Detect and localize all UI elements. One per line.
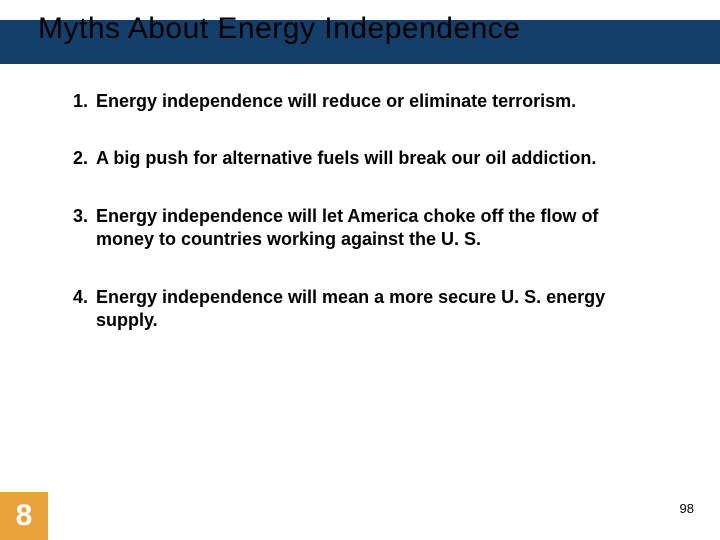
list-item: 1. Energy independence will reduce or el… — [68, 90, 658, 113]
list-item: 4. Energy independence will mean a more … — [68, 286, 658, 333]
chapter-badge: 8 — [0, 492, 48, 540]
item-number: 2. — [68, 147, 96, 170]
item-text: Energy independence will let America cho… — [96, 205, 658, 252]
item-number: 4. — [68, 286, 96, 333]
content-list: 1. Energy independence will reduce or el… — [68, 90, 658, 366]
item-number: 1. — [68, 90, 96, 113]
item-text: A big push for alternative fuels will br… — [96, 147, 658, 170]
list-item: 3. Energy independence will let America … — [68, 205, 658, 252]
page-number: 98 — [680, 501, 694, 516]
item-text: Energy independence will mean a more sec… — [96, 286, 658, 333]
item-text: Energy independence will reduce or elimi… — [96, 90, 658, 113]
item-number: 3. — [68, 205, 96, 252]
list-item: 2. A big push for alternative fuels will… — [68, 147, 658, 170]
slide-title: Myths About Energy Independence — [38, 12, 521, 46]
